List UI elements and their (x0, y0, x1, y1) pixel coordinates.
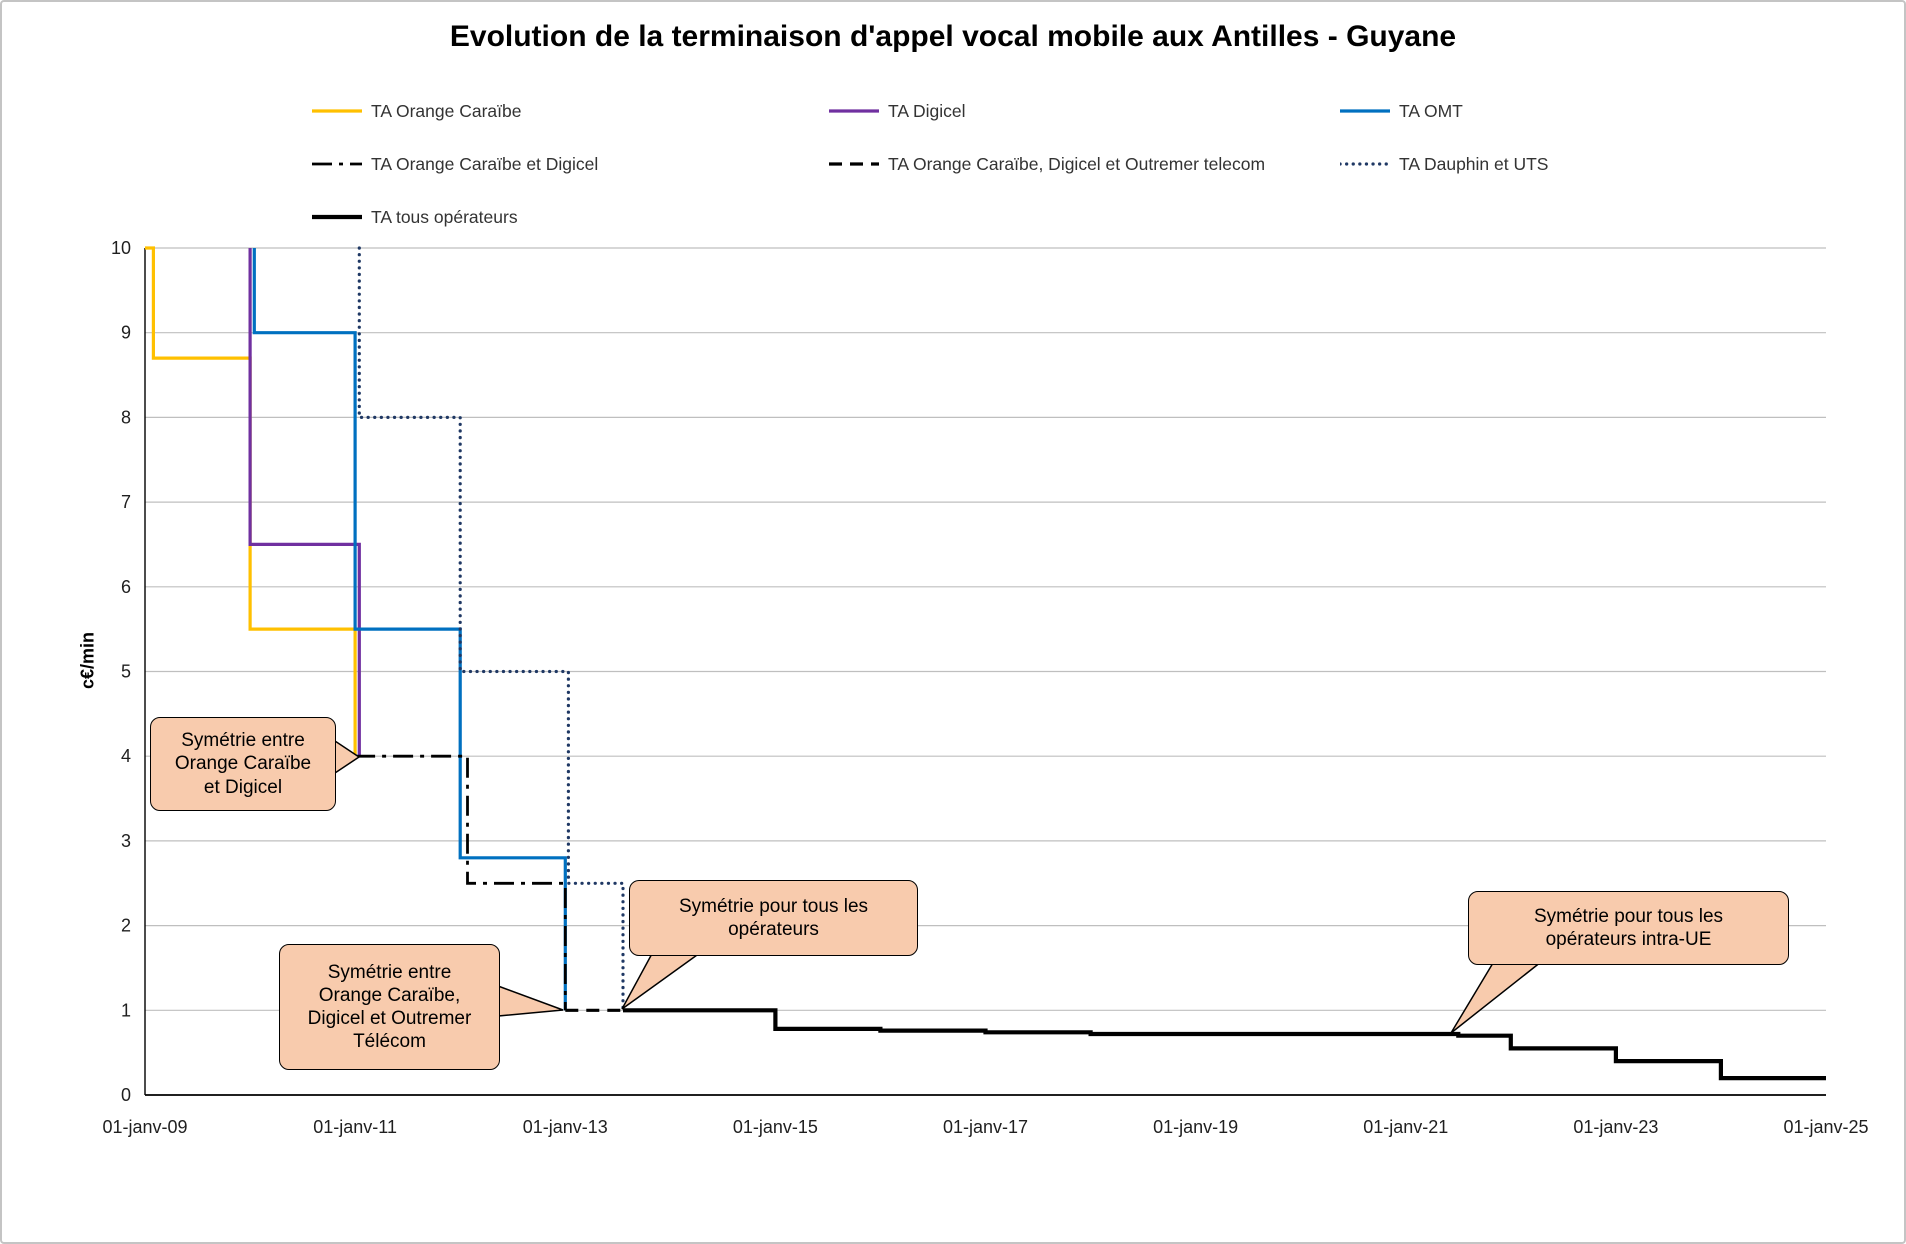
x-tick-label: 01-janv-23 (1573, 1117, 1658, 1137)
y-tick-label: 8 (121, 407, 131, 427)
x-tick-label: 01-janv-17 (943, 1117, 1028, 1137)
y-tick-label: 1 (121, 1000, 131, 1020)
y-tick-label: 0 (121, 1085, 131, 1105)
series-line-6 (357, 246, 625, 1012)
y-tick-label: 5 (121, 662, 131, 682)
y-tick-label: 9 (121, 323, 131, 343)
x-tick-label: 01-janv-09 (102, 1117, 187, 1137)
y-tick-label: 10 (111, 238, 131, 258)
annotation-callout-2: Symétrie entre Orange Caraïbe, Digicel e… (279, 944, 500, 1070)
x-tick-label: 01-janv-19 (1153, 1117, 1238, 1137)
series-line-4 (355, 754, 567, 1011)
annotation-tail-2 (497, 984, 564, 1017)
x-tick-label: 01-janv-11 (313, 1117, 397, 1137)
x-tick-label: 01-janv-25 (1783, 1117, 1868, 1137)
x-tick-label: 01-janv-15 (733, 1117, 818, 1137)
x-tick-label: 01-janv-13 (523, 1117, 608, 1137)
series-line-7 (623, 1008, 1826, 1081)
series-line-2 (248, 248, 361, 757)
y-tick-label: 7 (121, 492, 131, 512)
y-tick-label: 3 (121, 831, 131, 851)
y-tick-label: 4 (121, 746, 131, 766)
chart-title: Evolution de la terminaison d'appel voca… (449, 20, 1457, 53)
y-tick-label: 2 (121, 916, 131, 936)
annotation-tail-3 (621, 949, 707, 1010)
series-line-3 (252, 248, 567, 1011)
annotation-callout-3: Symétrie pour tous les opérateurs (629, 880, 918, 956)
annotation-callout-1: Symétrie entre Orange Caraïbe et Digicel (150, 717, 336, 811)
annotation-tail-4 (1450, 957, 1549, 1034)
y-tick-label: 6 (121, 577, 131, 597)
x-tick-label: 01-janv-21 (1363, 1117, 1448, 1137)
annotation-callout-4: Symétrie pour tous les opérateurs intra-… (1468, 891, 1789, 965)
